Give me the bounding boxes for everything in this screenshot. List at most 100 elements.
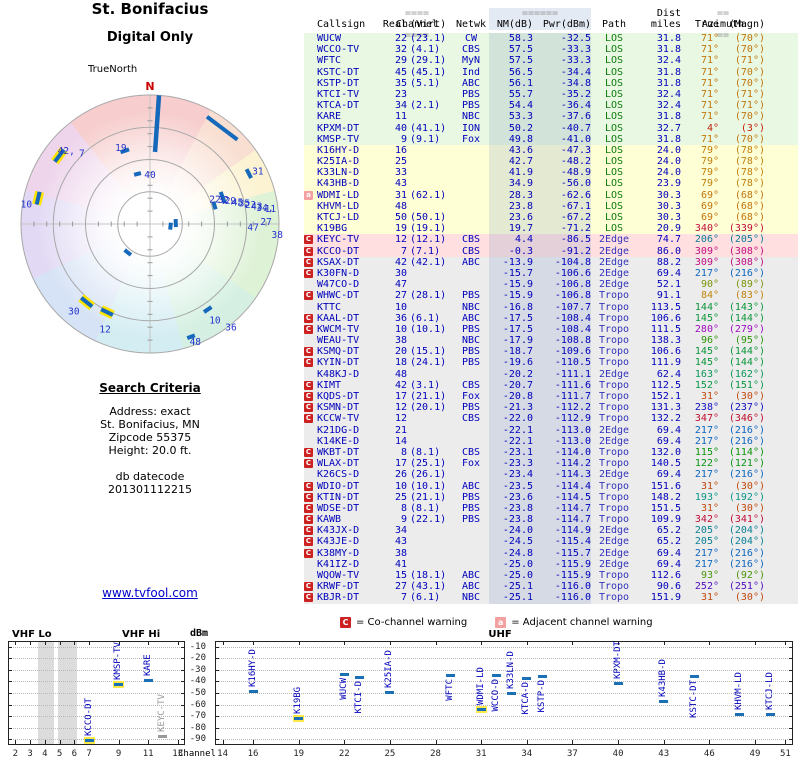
azimuth-magnetic-cell: (216°) [728, 547, 765, 559]
station-callsign-link[interactable]: WHWC-DT [317, 290, 360, 302]
y-tick [789, 669, 792, 671]
station-callsign-link[interactable]: W47CO-D [317, 279, 360, 291]
station-callsign-link[interactable]: KPXM-DT [317, 122, 360, 134]
station-callsign-link[interactable]: KTIN-DT [317, 491, 360, 503]
path-cell: Tropo [598, 480, 630, 492]
path-cell: 2Edge [598, 435, 630, 447]
station-callsign-link[interactable]: K33LN-D [317, 167, 360, 179]
station-callsign-link[interactable]: WDSE-DT [317, 502, 360, 514]
channel-tick-label: 13 [172, 749, 184, 759]
station-callsign-link[interactable]: KIMT [317, 379, 342, 391]
criteria-line: db datecode [115, 470, 185, 483]
power-cell: -37.6 [533, 111, 591, 123]
distance-cell: 88.2 [656, 256, 681, 268]
radar-signal-tick [53, 148, 66, 163]
azimuth-true-cell: 238° [694, 402, 719, 414]
station-callsign-link[interactable]: K16HY-D [317, 144, 360, 156]
channel-real-cell: 33 [394, 167, 407, 179]
channel-tick-label: 25 [384, 749, 396, 759]
station-callsign-link[interactable]: WQOW-TV [317, 570, 360, 581]
spacer [304, 19, 317, 30]
station-callsign-link[interactable]: KRWF-DT [317, 581, 360, 593]
station-callsign-link[interactable]: KSAX-DT [317, 256, 360, 268]
azimuth-true-cell: 217° [694, 435, 719, 447]
station-callsign-link[interactable]: WEAU-TV [317, 335, 360, 347]
path-cell: Tropo [598, 413, 630, 425]
station-callsign-link[interactable]: WCCO-TV [317, 44, 360, 56]
network-cell [453, 167, 489, 178]
station-callsign-link[interactable]: K43JX-D [317, 525, 360, 537]
station-callsign-link[interactable]: KTCA-DT [317, 100, 360, 112]
warning-badge-cell [304, 78, 317, 89]
station-callsign-link[interactable]: KYIN-DT [317, 357, 360, 369]
station-callsign-link[interactable]: K38MY-D [317, 547, 360, 559]
station-callsign-link[interactable]: KQDS-DT [317, 391, 360, 402]
station-row: WUCW 22 (23.1) CW 58.3 -32.5 LOS 31.8 71° (70°) [304, 33, 798, 45]
station-row: a WDMI-LD 31 (62.1) 28.3 -62.6 LOS 30.3 69° (68°) [304, 189, 798, 201]
channel-virt-cell [407, 89, 453, 100]
station-row: C KRWF-DT 27 (43.1) ABC -25.1 -116.0 Tropo 90.6 2… [304, 581, 798, 593]
station-callsign-link[interactable]: K26CS-D [317, 469, 360, 481]
station-callsign-link[interactable]: KSMQ-DT [317, 346, 360, 358]
power-cell: -111.6 [533, 379, 591, 391]
warning-badge-cell [304, 123, 317, 134]
station-callsign-link[interactable]: K43JE-D [317, 536, 360, 548]
x-tick [30, 642, 32, 645]
station-callsign-link[interactable]: K21DG-D [317, 424, 360, 436]
station-callsign-link[interactable]: K48KJ-D [317, 368, 360, 380]
station-row: C WLAX-DT 17 (25.1) Fox -23.3 -114.2 Tropo 140.5… [304, 458, 798, 470]
station-callsign-link[interactable]: WUCW [317, 33, 342, 44]
station-callsign-link[interactable]: KTCJ-LD [317, 212, 360, 223]
channel-virt-cell [407, 156, 453, 167]
station-callsign-link[interactable]: KBJR-DT [317, 592, 360, 604]
station-callsign-link[interactable]: KAAL-DT [317, 312, 360, 324]
station-callsign-link[interactable]: KAWB [317, 514, 342, 526]
station-callsign-link[interactable]: KTCI-TV [317, 88, 360, 100]
station-callsign-link[interactable]: KARE [317, 111, 342, 123]
uhf-band-label: UHF [488, 629, 512, 640]
station-callsign-link[interactable]: KSTC-DT [317, 66, 360, 78]
signal-bar [294, 717, 304, 721]
station-callsign-link[interactable]: KTTC [317, 301, 342, 313]
network-cell: CBS [461, 245, 481, 257]
station-callsign-link[interactable]: WFTC [317, 55, 342, 67]
plot-gridline [216, 716, 792, 718]
power-cell: -91.2 [533, 245, 591, 257]
azimuth-magnetic-cell: (68°) [734, 200, 765, 212]
col-header-nm: NM(dB) [489, 19, 533, 30]
path-cell: LOS [604, 66, 624, 78]
station-callsign-link[interactable]: KCCO-DT [317, 245, 360, 257]
station-callsign-link[interactable]: K25IA-D [317, 156, 360, 168]
station-callsign-link[interactable]: KWCM-TV [317, 323, 360, 335]
path-cell: Tropo [598, 312, 630, 324]
tvfool-link[interactable]: www.tvfool.com [102, 586, 198, 600]
station-row: KPXM-DT 40 (41.1) ION 50.2 -40.7 LOS 32.7 4° (3°) [304, 122, 798, 134]
station-callsign-link[interactable]: K41IZ-D [317, 558, 360, 570]
station-callsign-link[interactable]: K43HB-D [317, 178, 360, 190]
station-callsign-link[interactable]: WKBT-DT [317, 446, 360, 458]
station-callsign-link[interactable]: K19BG [317, 223, 348, 235]
station-callsign-link[interactable]: KEYC-TV [317, 234, 360, 246]
station-callsign-link[interactable]: KMSP-TV [317, 133, 360, 145]
channel-real-cell: 7 [400, 592, 407, 604]
station-callsign-link[interactable]: KSTP-DT [317, 77, 360, 89]
channel-real-cell: 29 [394, 55, 407, 67]
station-callsign-link[interactable]: WLAX-DT [317, 458, 360, 470]
station-callsign-link[interactable]: KCCW-TV [317, 413, 360, 425]
signal-bar-label: KTCI-D [354, 680, 364, 714]
station-callsign-link[interactable]: WDIO-DT [317, 480, 360, 492]
station-callsign-link[interactable]: K14KE-D [317, 435, 360, 447]
station-callsign-link[interactable]: KHVM-LD [317, 200, 360, 212]
plot-gridline [216, 739, 792, 741]
station-row: C KBJR-DT 7 (6.1) NBC -25.1 -116.0 Tropo 151.9 31… [304, 592, 798, 604]
station-callsign-link[interactable]: KSMN-DT [317, 402, 360, 414]
station-callsign-link[interactable]: WDMI-LD [317, 189, 360, 201]
co-channel-warning-icon: C [340, 617, 351, 628]
radar-channel-label: 7 [79, 148, 85, 159]
warning-badge-cell [304, 201, 317, 212]
channel-virt-cell: (43.1) [410, 581, 447, 593]
station-callsign-link[interactable]: K30FN-D [317, 267, 360, 279]
noise-margin-cell: 57.5 [489, 55, 533, 67]
radar-signal-tick [152, 95, 162, 153]
